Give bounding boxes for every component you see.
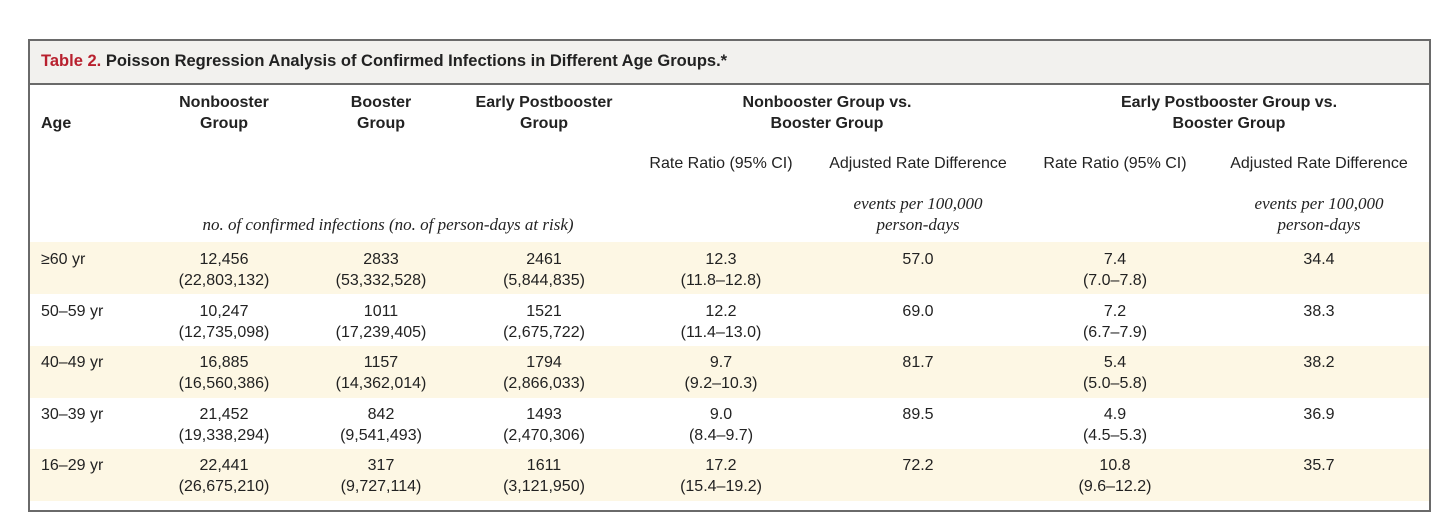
cell-rate-ratio-2-ci: (7.0–7.8) bbox=[1082, 272, 1148, 289]
cell-booster-days: (53,332,528) bbox=[335, 272, 427, 289]
cell-nonbooster-days: (12,735,098) bbox=[178, 324, 270, 341]
cell-adjusted-diff-2: 38.3 bbox=[1303, 303, 1335, 320]
cell-booster-days: (9,541,493) bbox=[340, 427, 422, 444]
header-booster-line2: Group bbox=[357, 115, 405, 132]
cell-rate-ratio-2-ci: (6.7–7.9) bbox=[1082, 324, 1148, 341]
cell-rate-ratio-2: 7.4 bbox=[1103, 251, 1127, 268]
cell-booster-days: (9,727,114) bbox=[340, 478, 422, 495]
subheader-rate-ratio-1: Rate Ratio (95% CI) bbox=[649, 155, 793, 172]
table-label: Table 2. bbox=[41, 52, 102, 70]
cell-nonbooster-days: (22,803,132) bbox=[178, 272, 270, 289]
cell-early-days: (5,844,835) bbox=[503, 272, 585, 289]
subheader-adjusted-diff-2: Adjusted Rate Difference bbox=[1230, 155, 1408, 172]
cell-rate-ratio-1: 9.7 bbox=[709, 354, 733, 371]
cell-booster-count: 317 bbox=[367, 457, 395, 474]
cell-rate-ratio-2: 5.4 bbox=[1103, 354, 1127, 371]
row-band bbox=[30, 449, 1429, 501]
cell-adjusted-diff-1: 57.0 bbox=[902, 251, 934, 268]
cell-rate-ratio-1: 12.3 bbox=[705, 251, 737, 268]
row-age: 50–59 yr bbox=[41, 303, 104, 320]
units-events-1-line1: events per 100,000 bbox=[853, 194, 983, 213]
cell-early-days: (2,866,033) bbox=[503, 375, 585, 392]
cell-rate-ratio-1-ci: (9.2–10.3) bbox=[684, 375, 758, 392]
cell-early-days: (2,675,722) bbox=[503, 324, 585, 341]
cell-adjusted-diff-1: 89.5 bbox=[902, 406, 934, 423]
cell-early-count: 2461 bbox=[526, 251, 562, 268]
units-infections: no. of confirmed infections (no. of pers… bbox=[202, 215, 574, 234]
cell-early-days: (2,470,306) bbox=[503, 427, 585, 444]
row-age: 40–49 yr bbox=[41, 354, 104, 371]
cell-adjusted-diff-1: 69.0 bbox=[902, 303, 934, 320]
table-title-text: Poisson Regression Analysis of Confirmed… bbox=[105, 52, 728, 70]
cell-nonbooster-count: 22,441 bbox=[199, 457, 249, 474]
cell-rate-ratio-2-ci: (5.0–5.8) bbox=[1082, 375, 1148, 392]
cell-early-count: 1794 bbox=[526, 354, 562, 371]
cell-rate-ratio-1-ci: (8.4–9.7) bbox=[688, 427, 754, 444]
cell-adjusted-diff-2: 36.9 bbox=[1303, 406, 1335, 423]
cell-rate-ratio-1-ci: (11.4–13.0) bbox=[680, 324, 762, 341]
header-nonbooster-vs-booster-line2: Booster Group bbox=[770, 115, 884, 132]
cell-booster-count: 2833 bbox=[363, 251, 399, 268]
table-frame: Table 2. Poisson Regression Analysis of … bbox=[28, 39, 1431, 512]
cell-rate-ratio-1: 12.2 bbox=[705, 303, 737, 320]
header-early-vs-booster-line1: Early Postbooster Group vs. bbox=[1120, 94, 1338, 111]
cell-rate-ratio-1-ci: (11.8–12.8) bbox=[680, 272, 762, 289]
row-age: 30–39 yr bbox=[41, 406, 104, 423]
cell-early-days: (3,121,950) bbox=[503, 478, 585, 495]
cell-nonbooster-count: 12,456 bbox=[199, 251, 249, 268]
units-events-2-line1: events per 100,000 bbox=[1254, 194, 1384, 213]
cell-rate-ratio-2: 4.9 bbox=[1103, 406, 1127, 423]
cell-nonbooster-days: (16,560,386) bbox=[178, 375, 270, 392]
cell-adjusted-diff-2: 34.4 bbox=[1303, 251, 1335, 268]
units-events-2-line2: person-days bbox=[1277, 215, 1361, 234]
header-early-vs-booster-line2: Booster Group bbox=[1172, 115, 1286, 132]
cell-rate-ratio-2: 10.8 bbox=[1099, 457, 1131, 474]
cell-nonbooster-days: (26,675,210) bbox=[178, 478, 270, 495]
cell-nonbooster-count: 16,885 bbox=[199, 354, 249, 371]
cell-nonbooster-days: (19,338,294) bbox=[178, 427, 270, 444]
header-early-line1: Early Postbooster bbox=[475, 94, 613, 111]
cell-rate-ratio-2: 7.2 bbox=[1103, 303, 1127, 320]
cell-early-count: 1611 bbox=[526, 457, 562, 474]
cell-rate-ratio-2-ci: (9.6–12.2) bbox=[1078, 478, 1152, 495]
units-events-1-line2: person-days bbox=[876, 215, 960, 234]
cell-nonbooster-count: 21,452 bbox=[199, 406, 249, 423]
table-title-bar: Table 2. Poisson Regression Analysis of … bbox=[30, 41, 1429, 85]
cell-booster-days: (14,362,014) bbox=[335, 375, 427, 392]
row-age: ≥60 yr bbox=[41, 251, 86, 268]
row-age: 16–29 yr bbox=[41, 457, 104, 474]
header-early-line2: Group bbox=[520, 115, 568, 132]
cell-rate-ratio-1: 9.0 bbox=[709, 406, 733, 423]
cell-booster-count: 1157 bbox=[363, 354, 399, 371]
cell-booster-days: (17,239,405) bbox=[335, 324, 427, 341]
cell-nonbooster-count: 10,247 bbox=[199, 303, 249, 320]
row-band bbox=[30, 242, 1429, 294]
subheader-rate-ratio-2: Rate Ratio (95% CI) bbox=[1043, 155, 1187, 172]
cell-rate-ratio-1-ci: (15.4–19.2) bbox=[680, 478, 762, 495]
cell-rate-ratio-1: 17.2 bbox=[705, 457, 737, 474]
header-booster-line1: Booster bbox=[350, 94, 412, 111]
cell-adjusted-diff-2: 35.7 bbox=[1303, 457, 1335, 474]
cell-early-count: 1493 bbox=[526, 406, 562, 423]
cell-adjusted-diff-1: 72.2 bbox=[902, 457, 934, 474]
cell-adjusted-diff-2: 38.2 bbox=[1303, 354, 1335, 371]
cell-booster-count: 1011 bbox=[363, 303, 399, 320]
subheader-adjusted-diff-1: Adjusted Rate Difference bbox=[829, 155, 1007, 172]
table-title: Table 2. Poisson Regression Analysis of … bbox=[41, 52, 727, 71]
header-nonbooster-vs-booster-line1: Nonbooster Group vs. bbox=[742, 94, 912, 111]
cell-early-count: 1521 bbox=[526, 303, 562, 320]
cell-adjusted-diff-1: 81.7 bbox=[902, 354, 934, 371]
header-age: Age bbox=[41, 115, 72, 132]
header-nonbooster-line2: Group bbox=[200, 115, 248, 132]
cell-booster-count: 842 bbox=[367, 406, 395, 423]
header-nonbooster-line1: Nonbooster bbox=[179, 94, 269, 111]
cell-rate-ratio-2-ci: (4.5–5.3) bbox=[1082, 427, 1148, 444]
row-band bbox=[30, 346, 1429, 398]
